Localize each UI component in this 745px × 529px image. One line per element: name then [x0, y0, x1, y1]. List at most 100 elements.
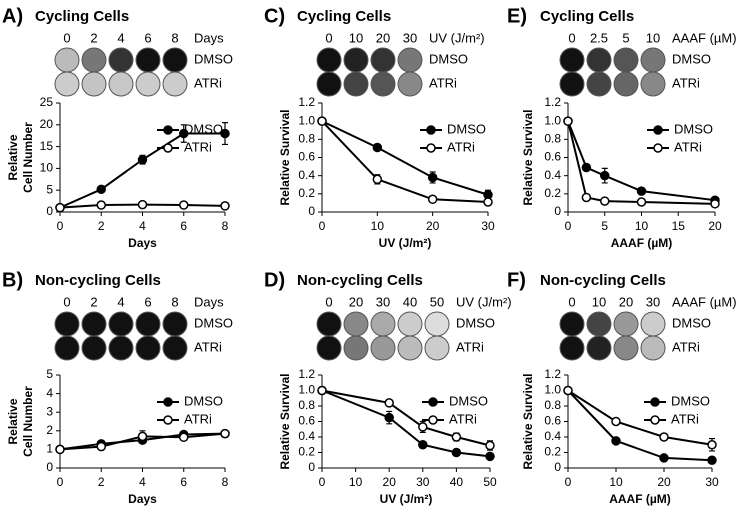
- x-axis-label: UV (J/m²): [380, 492, 433, 506]
- well: [81, 71, 107, 97]
- dose-label: 4: [117, 30, 124, 45]
- well: [81, 335, 107, 361]
- panel-label: A): [2, 5, 23, 27]
- well: [370, 311, 396, 337]
- well: [613, 311, 639, 337]
- data-point: [418, 440, 428, 450]
- x-tick-label: 8: [222, 219, 229, 233]
- panel-title: Cycling Cells: [540, 8, 634, 25]
- data-point: [372, 142, 383, 153]
- y-tick-label: 0.2: [544, 186, 561, 200]
- dose-unit: UV (J/m²): [456, 294, 512, 309]
- dose-label: 5: [622, 30, 629, 45]
- data-point: [96, 184, 106, 195]
- legend-marker: [163, 143, 173, 153]
- dose-label: 8: [171, 294, 178, 309]
- well: [559, 335, 585, 361]
- row-label: DMSO: [194, 315, 233, 330]
- legend-label: ATRi: [184, 411, 212, 426]
- dose-unit: UV (J/m²): [429, 30, 485, 45]
- x-tick-label: 20: [708, 219, 722, 233]
- well: [640, 335, 666, 361]
- dose-label: 0: [325, 294, 332, 309]
- y-tick-label: 0.2: [298, 186, 315, 200]
- x-tick-label: 6: [180, 475, 187, 489]
- y-tick-label: 1.0: [298, 383, 315, 397]
- y-tick-label: 4: [46, 386, 53, 400]
- legend-marker: [428, 415, 438, 425]
- y-axis-label: Relative: [6, 134, 20, 180]
- x-tick-label: 30: [416, 475, 430, 489]
- data-point: [485, 440, 495, 451]
- x-axis-label: UV (J/m²): [379, 236, 432, 250]
- well: [316, 311, 342, 337]
- dose-label: 0: [568, 294, 575, 309]
- y-tick-label: 0: [46, 460, 53, 474]
- x-tick-label: 0: [319, 219, 326, 233]
- x-axis-label: Days: [128, 492, 157, 506]
- data-point: [451, 447, 462, 458]
- x-tick-label: 2: [98, 475, 105, 489]
- well: [343, 335, 369, 361]
- well: [640, 47, 666, 73]
- well: [108, 311, 134, 337]
- well: [424, 335, 450, 361]
- data-point: [563, 116, 573, 126]
- y-axis-label: Relative Survival: [278, 109, 292, 205]
- y-tick-label: 5: [46, 367, 53, 381]
- dose-label: 50: [430, 294, 444, 309]
- x-tick-label: 50: [483, 475, 497, 489]
- well: [559, 311, 585, 337]
- x-tick-label: 0: [565, 219, 572, 233]
- well: [108, 47, 134, 73]
- legend-marker: [426, 143, 436, 153]
- x-tick-label: 30: [481, 219, 495, 233]
- y-tick-label: 1.0: [544, 113, 561, 127]
- dose-label: 10: [646, 30, 660, 45]
- dose-label: 2.5: [590, 30, 608, 45]
- well: [316, 335, 342, 361]
- data-point: [581, 192, 592, 203]
- well: [370, 47, 396, 73]
- x-tick-label: 5: [601, 219, 608, 233]
- data-point: [220, 128, 230, 139]
- y-axis-label: Cell Number: [21, 386, 35, 457]
- row-label: DMSO: [194, 51, 233, 66]
- series-line: [321, 120, 489, 204]
- well: [343, 311, 369, 337]
- data-point: [427, 194, 438, 205]
- y-axis-label: Relative Survival: [278, 373, 292, 469]
- panel-title: Non-cycling Cells: [540, 272, 666, 289]
- dose-label: 30: [646, 294, 660, 309]
- legend-marker: [650, 397, 660, 407]
- y-tick-label: 3: [46, 404, 53, 418]
- well: [424, 311, 450, 337]
- y-axis-label: Relative: [6, 398, 20, 444]
- data-point: [418, 422, 428, 432]
- y-tick-label: 25: [40, 95, 54, 109]
- well: [162, 71, 188, 97]
- y-tick-label: 0.8: [544, 398, 561, 412]
- legend-label: ATRi: [449, 411, 477, 426]
- panel-title: Cycling Cells: [35, 8, 129, 25]
- y-tick-label: 0: [308, 460, 315, 474]
- y-tick-label: 5: [46, 182, 53, 196]
- data-point: [451, 432, 462, 442]
- legend-label: ATRi: [674, 139, 702, 154]
- dose-label: 20: [619, 294, 633, 309]
- dose-unit: AAAF (µM): [672, 30, 737, 45]
- x-tick-label: 10: [371, 219, 385, 233]
- dose-label: 20: [349, 294, 363, 309]
- dose-label: 0: [63, 30, 70, 45]
- y-tick-label: 0.8: [544, 132, 561, 146]
- dose-label: 10: [592, 294, 606, 309]
- y-tick-label: 0.6: [298, 414, 315, 428]
- data-point: [220, 201, 230, 211]
- data-point: [659, 432, 669, 442]
- legend-marker: [428, 397, 438, 407]
- legend-label: ATRi: [447, 139, 475, 154]
- dose-label: 0: [568, 30, 575, 45]
- panel-label: F): [507, 269, 526, 291]
- x-tick-label: 10: [349, 475, 363, 489]
